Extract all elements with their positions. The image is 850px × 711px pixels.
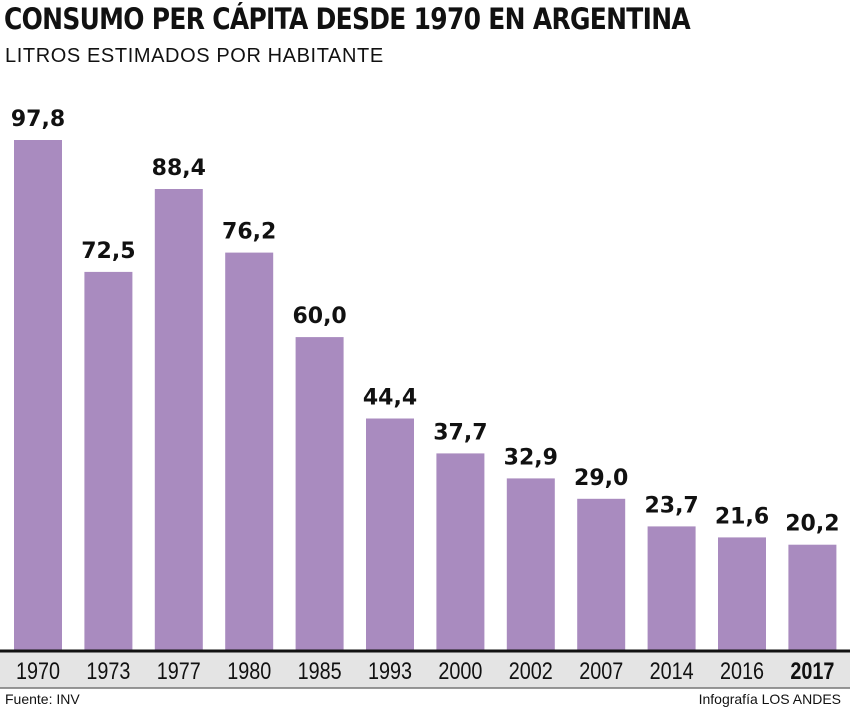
x-tick-2014: 2014 bbox=[650, 658, 694, 685]
value-label-1993: 44,4 bbox=[363, 386, 417, 411]
x-tick-2016: 2016 bbox=[720, 658, 764, 685]
x-tick-2017: 2017 bbox=[790, 658, 834, 685]
bar-2002 bbox=[506, 478, 555, 650]
chart-subtitle: LITROS ESTIMADOS POR HABITANTE bbox=[5, 45, 384, 67]
x-tick-1993: 1993 bbox=[368, 658, 412, 685]
bar-2017 bbox=[788, 544, 837, 650]
value-labels-group: 97,8 72,5 88,4 76,2 60,0 44,4 37,7 32,9 29,0 23,7… bbox=[11, 107, 840, 537]
bar-1985 bbox=[295, 337, 344, 650]
value-label-1980: 76,2 bbox=[222, 220, 276, 245]
bar-2016 bbox=[718, 537, 766, 650]
x-tick-2007: 2007 bbox=[579, 658, 623, 685]
x-tick-2000: 2000 bbox=[438, 658, 482, 685]
bar-2007 bbox=[577, 498, 626, 650]
value-label-2000: 37,7 bbox=[433, 420, 487, 445]
credit-note: Infografía LOS ANDES bbox=[698, 691, 841, 707]
value-label-2017: 20,2 bbox=[785, 512, 839, 537]
bar-2014 bbox=[647, 526, 696, 650]
x-tick-1977: 1977 bbox=[157, 658, 201, 685]
bar-1980 bbox=[225, 252, 274, 650]
bar-1973 bbox=[84, 271, 133, 650]
value-label-1973: 72,5 bbox=[81, 239, 135, 264]
value-label-2014: 23,7 bbox=[644, 493, 698, 518]
bar-1977 bbox=[154, 189, 203, 650]
chart-title: CONSUMO PER CÁPITA DESDE 1970 EN ARGENTI… bbox=[4, 2, 691, 36]
bars-group bbox=[14, 140, 837, 650]
x-tick-1973: 1973 bbox=[86, 658, 130, 685]
x-tick-1970: 1970 bbox=[16, 658, 60, 685]
bar-1970 bbox=[14, 140, 62, 650]
value-label-1970: 97,8 bbox=[11, 107, 65, 132]
value-label-2007: 29,0 bbox=[574, 466, 628, 491]
bar-2000 bbox=[436, 453, 485, 650]
value-label-1977: 88,4 bbox=[152, 156, 206, 181]
source-note: Fuente: INV bbox=[5, 691, 80, 707]
x-axis-band bbox=[0, 651, 850, 688]
value-label-1985: 60,0 bbox=[292, 304, 346, 329]
value-label-2016: 21,6 bbox=[715, 504, 769, 529]
x-tick-1985: 1985 bbox=[298, 658, 342, 685]
value-label-2002: 32,9 bbox=[504, 445, 558, 470]
x-tick-2002: 2002 bbox=[509, 658, 553, 685]
bar-1993 bbox=[366, 418, 414, 650]
x-tick-1980: 1980 bbox=[227, 658, 271, 685]
x-tick-labels-group: 1970 1973 1977 1980 1985 1993 2000 2002 2007 2014… bbox=[16, 658, 834, 685]
